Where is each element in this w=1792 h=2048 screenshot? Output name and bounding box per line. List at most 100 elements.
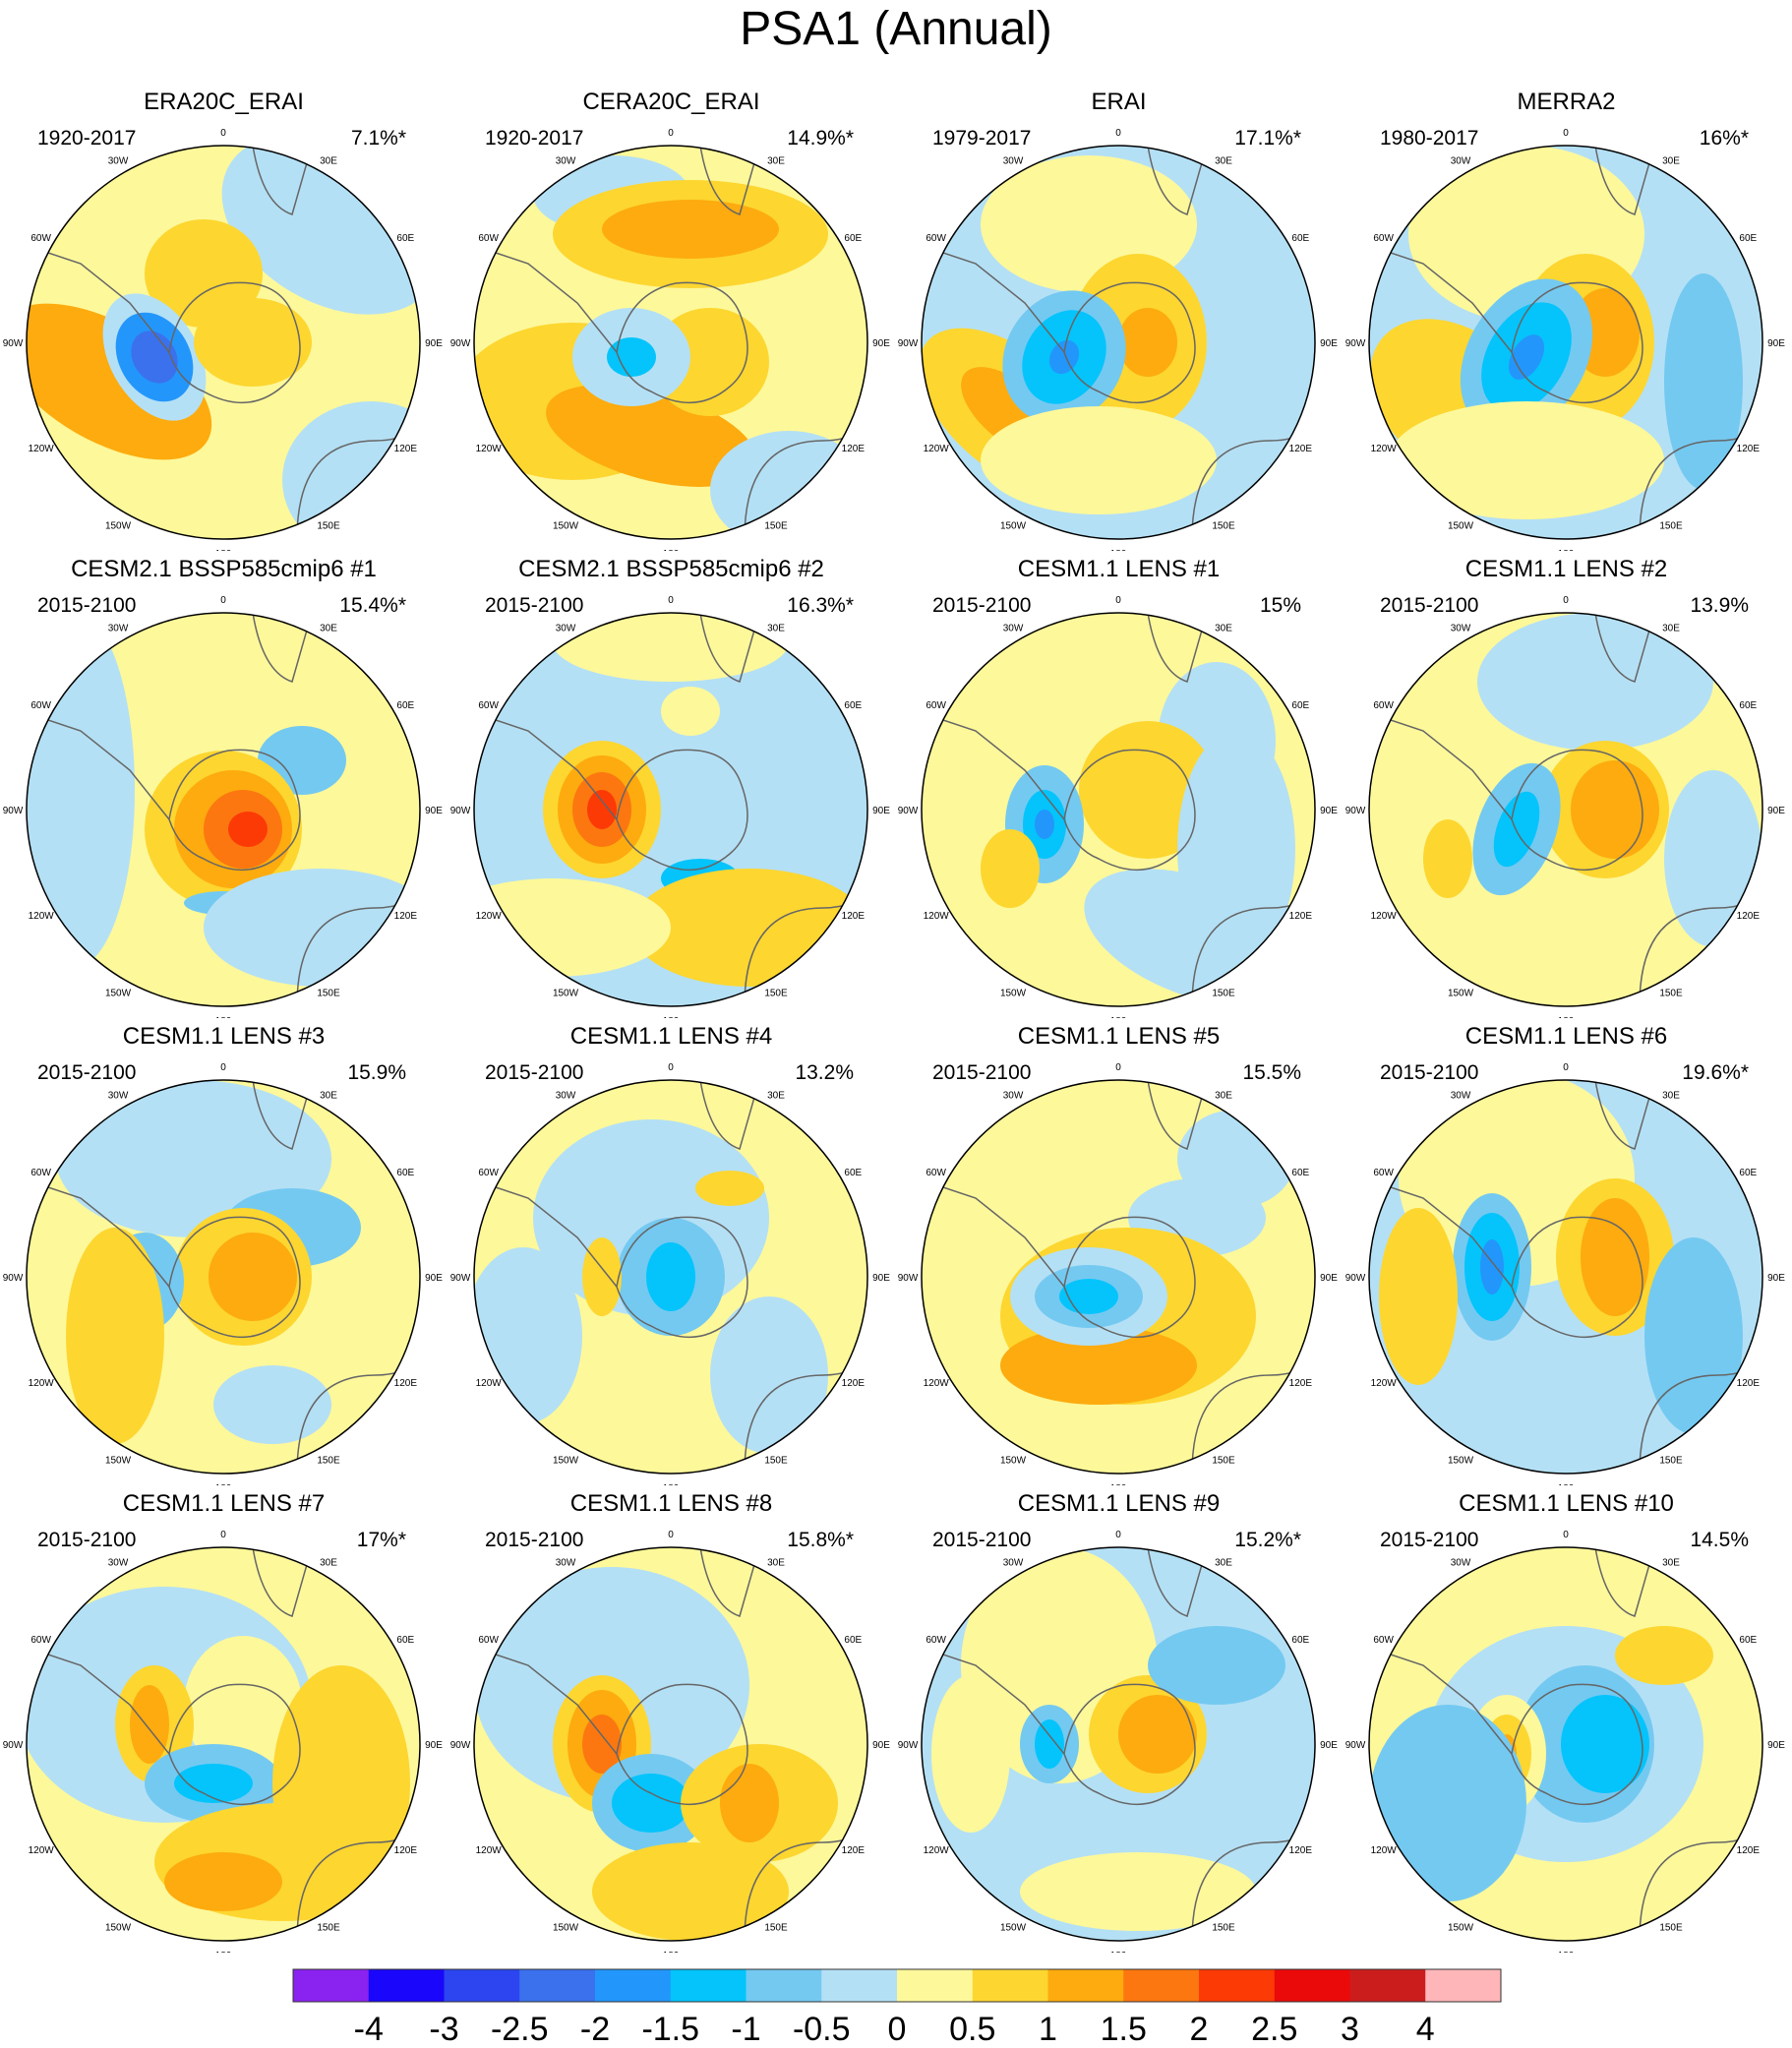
longitude-label: 150W bbox=[1000, 988, 1027, 998]
panel-period: 2015-2100 bbox=[37, 594, 137, 617]
longitude-label: 0 bbox=[1563, 128, 1569, 139]
africa-coastline bbox=[1147, 613, 1208, 683]
longitude-label: 180 bbox=[1110, 1483, 1127, 1485]
panel-variance: 14.9%* bbox=[787, 127, 854, 150]
longitude-label: 180 bbox=[1110, 549, 1127, 551]
south-america-coastline bbox=[27, 1645, 170, 1755]
contour-region bbox=[1369, 1705, 1526, 1901]
panel-period: 1979-2017 bbox=[932, 127, 1032, 150]
contour-region bbox=[602, 200, 779, 259]
longitude-label: 90W bbox=[898, 1273, 919, 1284]
panel-period: 1920-2017 bbox=[485, 127, 584, 150]
contour-region bbox=[184, 1636, 302, 1774]
longitude-label: 60E bbox=[1291, 1635, 1309, 1646]
africa-coastline bbox=[1594, 1547, 1655, 1617]
south-america-coastline bbox=[1369, 243, 1513, 353]
field-contours bbox=[474, 613, 867, 1006]
panel: CESM1.1 LENS #1 2015-2100 15% 0 30E 60E 90E 120… bbox=[895, 556, 1343, 1023]
colorbar-tick-label: -1.5 bbox=[641, 2011, 699, 2048]
south-america-coastline bbox=[474, 1645, 618, 1755]
africa-coastline bbox=[1147, 1080, 1208, 1150]
field-contours bbox=[922, 613, 1315, 1006]
panel-title: CESM1.1 LENS #5 bbox=[1017, 1023, 1221, 1050]
contour-region bbox=[194, 298, 312, 387]
colorbar-swatch bbox=[972, 1969, 1048, 2002]
map-boundary bbox=[473, 612, 868, 1007]
contour-region bbox=[1118, 308, 1177, 377]
antarctica-coastline bbox=[616, 281, 748, 403]
polar-map: 0 30E 60E 90E 120E 150E 180 150W 120W 90W 60W 30W bbox=[1345, 128, 1786, 551]
longitude-label: 60W bbox=[1373, 233, 1394, 244]
africa-coastline bbox=[252, 146, 313, 215]
africa-coastline bbox=[252, 613, 313, 683]
field-contours bbox=[1369, 1547, 1762, 1941]
contour-region bbox=[592, 1842, 789, 1941]
longitude-label: 30W bbox=[1003, 1091, 1024, 1102]
longitude-label: 90E bbox=[1320, 806, 1338, 816]
longitude-label: 120W bbox=[29, 1378, 55, 1389]
antarctica-coastline bbox=[1511, 1216, 1643, 1338]
polar-map: 0 30E 60E 90E 120E 150E 180 150W 120W 90W 60W 30W bbox=[450, 128, 891, 551]
longitude-label: 60W bbox=[478, 1635, 499, 1646]
contour-region bbox=[130, 1685, 169, 1764]
map-boundary bbox=[26, 1079, 421, 1475]
longitude-label: 90E bbox=[425, 806, 443, 816]
longitude-label: 30E bbox=[1215, 624, 1232, 634]
contour-region bbox=[587, 790, 617, 829]
longitude-label: 90E bbox=[1320, 1273, 1338, 1284]
longitude-label: 120E bbox=[394, 911, 418, 922]
field-contours bbox=[27, 1547, 420, 1941]
longitude-label: 0 bbox=[668, 1530, 674, 1540]
longitude-label: 90E bbox=[1320, 1740, 1338, 1751]
longitude-label: 60E bbox=[844, 1168, 862, 1178]
polar-map: 0 30E 60E 90E 120E 150E 180 150W 120W 90W 60W 30W bbox=[450, 595, 891, 1018]
colorbar-tick-label: 3 bbox=[1341, 2011, 1359, 2048]
panel: CESM2.1 BSSP585cmip6 #1 2015-2100 15.4%* 0 3… bbox=[0, 556, 448, 1023]
colorbar-swatch bbox=[821, 1969, 898, 2002]
panel-variance: 16%* bbox=[1699, 127, 1749, 150]
longitude-label: 90E bbox=[425, 1273, 443, 1284]
colorbar-tick-label: 0 bbox=[888, 2011, 907, 2048]
longitude-label: 60W bbox=[1373, 1168, 1394, 1178]
longitude-label: 180 bbox=[215, 1016, 232, 1018]
africa-coastline bbox=[1594, 613, 1655, 683]
longitude-label: 30W bbox=[556, 1091, 576, 1102]
panel-variance: 16.3%* bbox=[787, 594, 854, 617]
map-boundary bbox=[26, 1546, 421, 1942]
longitude-label: 150W bbox=[1448, 1455, 1474, 1466]
map-boundary bbox=[26, 612, 421, 1007]
longitude-label: 150W bbox=[105, 988, 132, 998]
panel: CESM2.1 BSSP585cmip6 #2 2015-2100 16.3%* 0 3… bbox=[448, 556, 895, 1023]
longitude-label: 150W bbox=[1000, 1455, 1027, 1466]
longitude-label: 120W bbox=[924, 911, 950, 922]
longitude-label: 120E bbox=[1737, 911, 1761, 922]
panel-variance: 15.9% bbox=[347, 1061, 406, 1084]
longitude-label: 180 bbox=[215, 549, 232, 551]
longitude-label: 120E bbox=[1289, 444, 1313, 454]
contour-region bbox=[582, 1237, 622, 1316]
longitude-label: 90W bbox=[3, 1740, 24, 1751]
longitude-label: 60E bbox=[396, 700, 414, 711]
contour-region bbox=[209, 1233, 297, 1321]
longitude-label: 60W bbox=[30, 1635, 51, 1646]
colorbar-tick-label: -4 bbox=[354, 2011, 384, 2048]
contour-region bbox=[582, 1715, 622, 1774]
longitude-label: 120W bbox=[1371, 911, 1398, 922]
longitude-label: 60E bbox=[1739, 700, 1757, 711]
longitude-label: 30E bbox=[767, 624, 785, 634]
longitude-label: 30W bbox=[1451, 624, 1471, 634]
contour-region bbox=[553, 613, 789, 682]
longitude-label: 60W bbox=[926, 1635, 946, 1646]
colorbar-swatch bbox=[746, 1969, 822, 2002]
africa-coastline bbox=[699, 1547, 760, 1617]
colorbar-tick-label: 0.5 bbox=[949, 2011, 995, 2048]
longitude-label: 60W bbox=[926, 700, 946, 711]
longitude-label: 30W bbox=[108, 624, 129, 634]
longitude-label: 60W bbox=[1373, 700, 1394, 711]
africa-coastline bbox=[1594, 146, 1655, 215]
longitude-label: 60W bbox=[926, 233, 946, 244]
longitude-label: 30W bbox=[1451, 1558, 1471, 1569]
panel-variance: 15.2%* bbox=[1234, 1529, 1301, 1551]
longitude-label: 120W bbox=[476, 911, 503, 922]
longitude-label: 150E bbox=[764, 520, 788, 531]
